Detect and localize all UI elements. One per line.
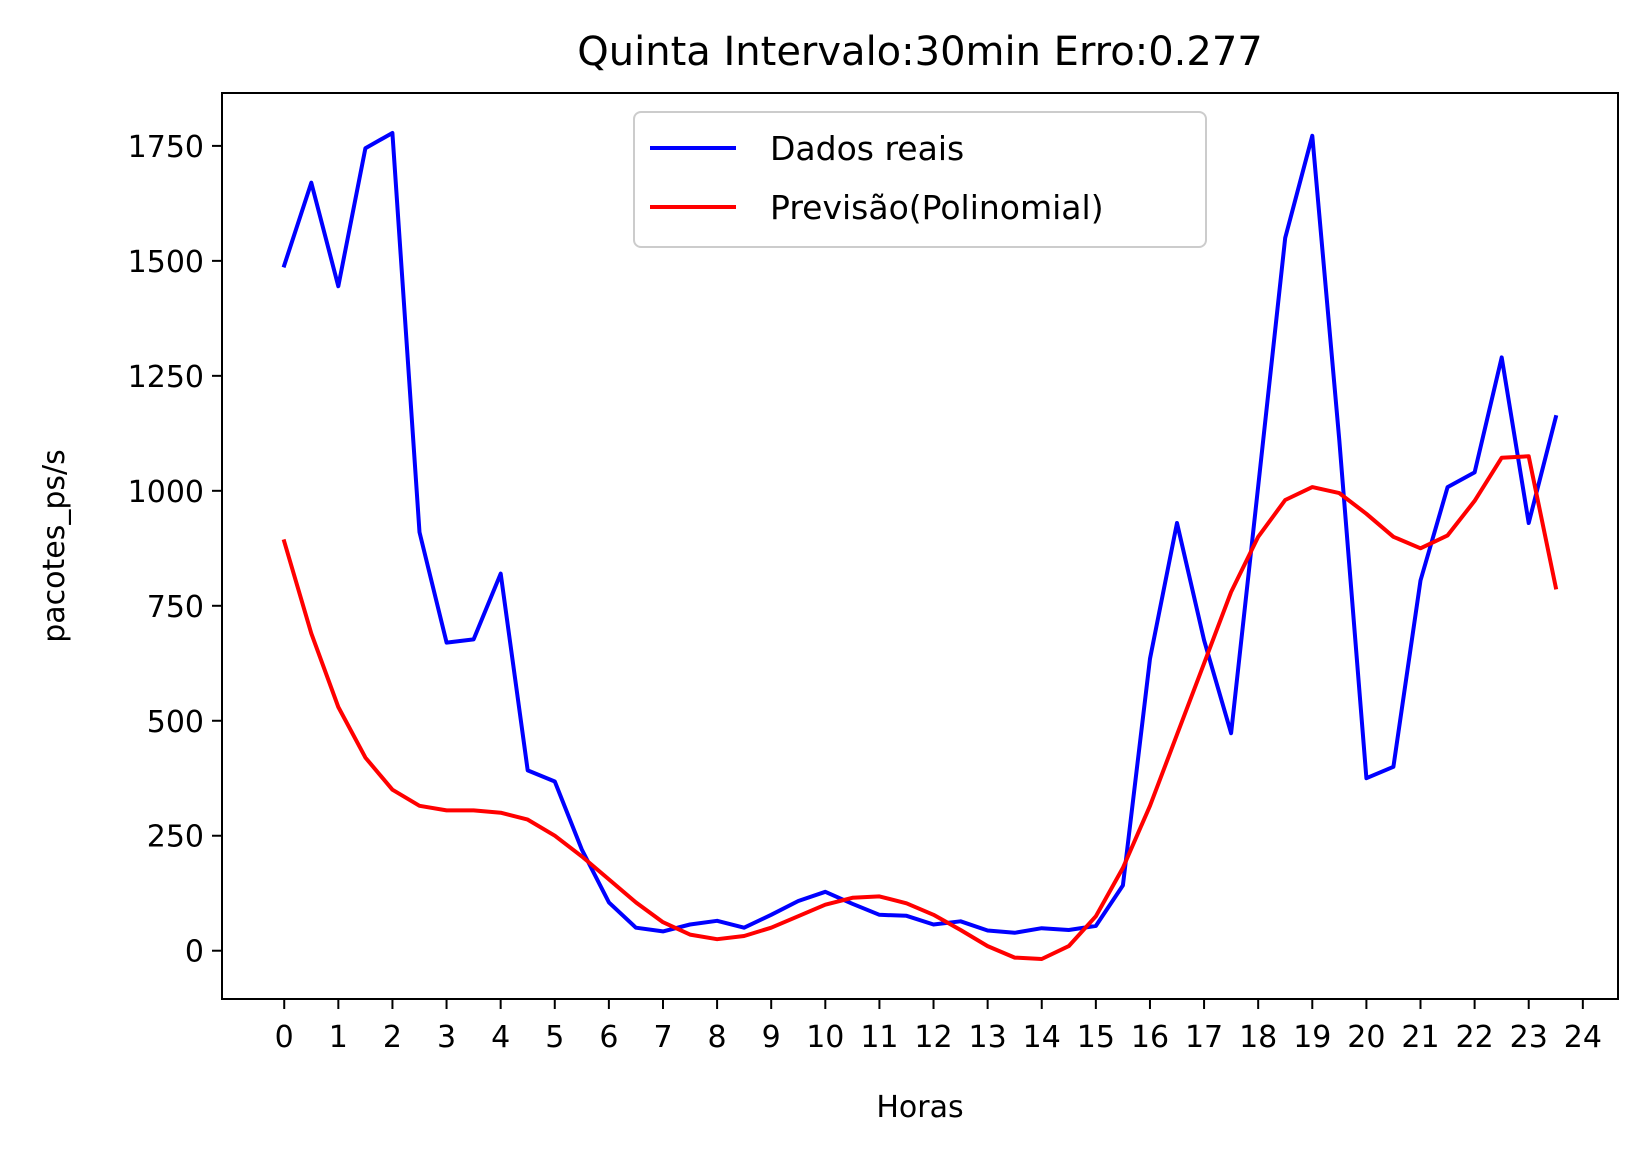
x-tick-label: 19 [1293,1020,1331,1055]
y-tick-label: 750 [147,590,204,625]
x-tick-label: 4 [491,1020,510,1055]
x-tick-label: 6 [599,1020,618,1055]
x-tick-label: 1 [329,1020,348,1055]
x-tick-label: 18 [1239,1020,1277,1055]
x-tick-label: 2 [383,1020,402,1055]
x-tick-label: 16 [1131,1020,1169,1055]
legend-label-dados-reais: Dados reais [770,129,964,168]
x-tick-label: 11 [860,1020,898,1055]
x-tick-label: 13 [969,1020,1007,1055]
x-tick-label: 20 [1347,1020,1385,1055]
x-tick-label: 23 [1510,1020,1548,1055]
series-line-previs-o-polinomial [281,454,1559,961]
legend-label-previsao-polinomial: Previsão(Polinomial) [770,188,1104,227]
y-tick-label: 1750 [128,130,204,165]
x-tick-label: 21 [1401,1020,1439,1055]
y-tick-label: 0 [185,935,204,970]
y-tick-label: 1500 [128,245,204,280]
legend: Dados reais Previsão(Polinomial) [633,111,1207,248]
x-tick-label: 3 [437,1020,456,1055]
x-tick-label: 9 [762,1020,781,1055]
y-axis-label: pacotes_ps/s [37,449,72,643]
chart-title: Quinta Intervalo:30min Erro:0.277 [577,29,1262,75]
x-axis-label: Horas [876,1090,963,1125]
x-tick-label: 7 [653,1020,672,1055]
y-axis-ticks: 0 250 500 750 1000 1250 1500 1750 [128,130,222,970]
x-tick-label: 8 [708,1020,727,1055]
x-tick-label: 17 [1185,1020,1223,1055]
x-tick-label: 10 [806,1020,844,1055]
y-tick-label: 1250 [128,360,204,395]
x-tick-label: 12 [914,1020,952,1055]
x-tick-label: 24 [1564,1020,1602,1055]
x-tick-label: 5 [545,1020,564,1055]
y-tick-label: 250 [147,820,204,855]
x-tick-label: 22 [1456,1020,1494,1055]
x-tick-label: 15 [1077,1020,1115,1055]
x-tick-label: 14 [1023,1020,1061,1055]
x-tick-label: 0 [275,1020,294,1055]
y-tick-label: 1000 [128,475,204,510]
plot-area-frame [221,92,1619,1000]
series-layer [281,131,1559,961]
legend-box [633,111,1207,248]
x-axis-ticks: 0 1 2 3 4 5 6 7 8 9 10 11 12 13 14 15 16 17 18 19 20 21 22 23 24 [275,999,1602,1055]
y-tick-label: 500 [147,705,204,740]
